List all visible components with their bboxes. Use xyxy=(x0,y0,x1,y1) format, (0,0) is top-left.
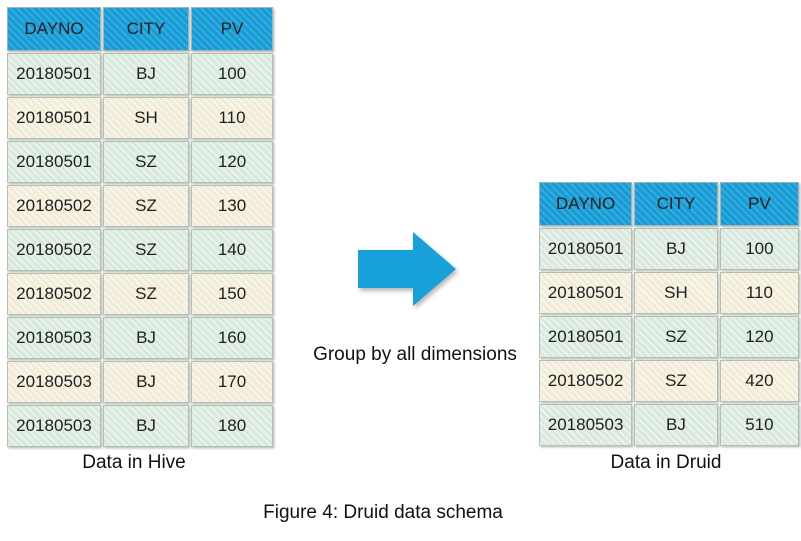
table-cell: 180 xyxy=(191,405,273,447)
table-cell: 110 xyxy=(719,272,799,314)
figure-caption: Figure 4: Druid data schema xyxy=(263,502,503,523)
table-cell: 110 xyxy=(191,97,273,139)
hive-header-row: DAYNO CITY PV xyxy=(7,7,273,51)
column-header: PV xyxy=(191,7,273,51)
table-row: 20180501 SH 110 xyxy=(539,272,799,314)
table-cell: 150 xyxy=(191,273,273,315)
table-cell: SZ xyxy=(103,229,189,271)
table-cell: 510 xyxy=(719,404,799,446)
table-cell: BJ xyxy=(634,404,718,446)
hive-table-caption: Data in Hive xyxy=(82,452,186,473)
table-cell: BJ xyxy=(103,53,189,95)
table-cell: 120 xyxy=(719,316,799,358)
table-row: 20180502 SZ 130 xyxy=(7,185,273,227)
table-row: 20180502 SZ 150 xyxy=(7,273,273,315)
column-header: CITY xyxy=(634,182,718,226)
table-cell: 100 xyxy=(719,228,799,270)
table-row: 20180502 SZ 420 xyxy=(539,360,799,402)
table-cell: 20180503 xyxy=(7,317,101,359)
table-cell: BJ xyxy=(634,228,718,270)
table-cell: 20180502 xyxy=(539,360,633,402)
table-cell: 420 xyxy=(719,360,799,402)
table-cell: SZ xyxy=(103,141,189,183)
hive-table: DAYNO CITY PV 20180501 BJ 100 20180501 SH 110 20… xyxy=(5,5,275,449)
table-cell: 20180501 xyxy=(539,228,633,270)
table-cell: 160 xyxy=(191,317,273,359)
table-cell: BJ xyxy=(103,317,189,359)
table-cell: 140 xyxy=(191,229,273,271)
group-by-label: Group by all dimensions xyxy=(313,344,517,365)
table-cell: 20180503 xyxy=(7,405,101,447)
table-row: 20180501 SH 110 xyxy=(7,97,273,139)
table-cell: 120 xyxy=(191,141,273,183)
table-cell: 20180501 xyxy=(539,272,633,314)
table-row: 20180501 SZ 120 xyxy=(7,141,273,183)
table-cell: 20180502 xyxy=(7,273,101,315)
table-cell: BJ xyxy=(103,405,189,447)
table-cell: 20180501 xyxy=(539,316,633,358)
table-row: 20180501 SZ 120 xyxy=(539,316,799,358)
table-cell: 170 xyxy=(191,361,273,403)
table-cell: SZ xyxy=(634,360,718,402)
table-cell: 100 xyxy=(191,53,273,95)
table-cell: 20180501 xyxy=(7,141,101,183)
table-cell: 20180501 xyxy=(7,97,101,139)
druid-header-row: DAYNO CITY PV xyxy=(539,182,799,226)
table-row: 20180501 BJ 100 xyxy=(539,228,799,270)
table-cell: 20180503 xyxy=(7,361,101,403)
table-cell: 130 xyxy=(191,185,273,227)
column-header: DAYNO xyxy=(539,182,633,226)
table-cell: 20180502 xyxy=(7,185,101,227)
column-header: DAYNO xyxy=(7,7,101,51)
table-row: 20180503 BJ 160 xyxy=(7,317,273,359)
table-cell: SH xyxy=(634,272,718,314)
right-arrow-icon xyxy=(358,232,456,306)
druid-table: DAYNO CITY PV 20180501 BJ 100 20180501 SH 110 20… xyxy=(537,180,801,448)
table-cell: SZ xyxy=(103,273,189,315)
druid-table-caption: Data in Druid xyxy=(610,452,722,473)
table-row: 20180501 BJ 100 xyxy=(7,53,273,95)
table-row: 20180503 BJ 170 xyxy=(7,361,273,403)
column-header: CITY xyxy=(103,7,189,51)
table-cell: 20180503 xyxy=(539,404,633,446)
table-row: 20180503 BJ 510 xyxy=(539,404,799,446)
transform-arrow xyxy=(358,230,458,308)
table-row: 20180503 BJ 180 xyxy=(7,405,273,447)
table-cell: SZ xyxy=(634,316,718,358)
table-row: 20180502 SZ 140 xyxy=(7,229,273,271)
table-cell: SH xyxy=(103,97,189,139)
column-header: PV xyxy=(719,182,799,226)
table-cell: 20180502 xyxy=(7,229,101,271)
table-cell: BJ xyxy=(103,361,189,403)
table-cell: SZ xyxy=(103,185,189,227)
table-cell: 20180501 xyxy=(7,53,101,95)
